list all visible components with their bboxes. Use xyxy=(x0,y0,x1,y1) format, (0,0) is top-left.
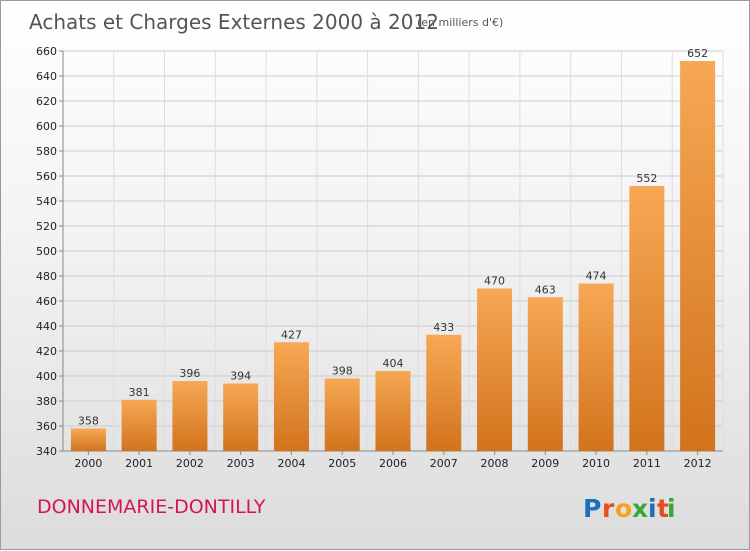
value-label-2010: 474 xyxy=(586,270,607,283)
y-tick-label: 560 xyxy=(36,170,57,183)
y-tick-label: 440 xyxy=(36,320,57,333)
bar-2011 xyxy=(629,186,665,451)
bar-2005 xyxy=(324,378,360,451)
y-tick-label: 500 xyxy=(36,245,57,258)
chart-subtitle: (en milliers d'€) xyxy=(417,16,503,29)
x-tick-label-2011: 2011 xyxy=(633,457,661,470)
x-tick-label-2000: 2000 xyxy=(74,457,102,470)
y-tick-label: 640 xyxy=(36,70,57,83)
y-tick-label: 480 xyxy=(36,270,57,283)
logo-letter: P xyxy=(583,494,601,523)
logo-letter: r xyxy=(602,494,615,523)
bar-2000 xyxy=(70,428,106,451)
x-tick-label-2002: 2002 xyxy=(176,457,204,470)
x-tick-label-2008: 2008 xyxy=(481,457,509,470)
bar-2012 xyxy=(680,61,716,451)
value-label-2005: 398 xyxy=(332,365,353,378)
bar-2003 xyxy=(223,383,259,451)
value-label-2004: 427 xyxy=(281,328,302,341)
x-tick-label-2005: 2005 xyxy=(328,457,356,470)
chart-title: Achats et Charges Externes 2000 à 2012 xyxy=(29,10,439,34)
y-tick-label: 540 xyxy=(36,195,57,208)
y-tick-label: 360 xyxy=(36,420,57,433)
commune-name: DONNEMARIE-DONTILLY xyxy=(37,496,266,518)
y-tick-label: 600 xyxy=(36,120,57,133)
x-tick-label-2009: 2009 xyxy=(531,457,559,470)
x-tick-label-2001: 2001 xyxy=(125,457,153,470)
value-label-2008: 470 xyxy=(484,275,505,288)
bar-2009 xyxy=(527,297,563,451)
y-tick-label: 520 xyxy=(36,220,57,233)
value-label-2009: 463 xyxy=(535,283,556,296)
x-tick-label-2004: 2004 xyxy=(277,457,305,470)
y-tick-label: 580 xyxy=(36,145,57,158)
value-label-2006: 404 xyxy=(383,357,404,370)
bar-2007 xyxy=(426,334,462,451)
logo-letter: i xyxy=(648,494,657,523)
x-tick-label-2007: 2007 xyxy=(430,457,458,470)
x-tick-label-2010: 2010 xyxy=(582,457,610,470)
value-label-2001: 381 xyxy=(129,386,150,399)
y-tick-label: 420 xyxy=(36,345,57,358)
y-tick-label: 400 xyxy=(36,370,57,383)
x-tick-label-2006: 2006 xyxy=(379,457,407,470)
value-label-2012: 652 xyxy=(687,47,708,60)
value-label-2000: 358 xyxy=(78,415,99,428)
bars: 358 381 396 394 427 398 404 433 470 463 474 552 652 xyxy=(70,47,716,451)
bar-2008 xyxy=(477,288,513,451)
logo-letter: i xyxy=(667,494,676,523)
y-tick-label: 460 xyxy=(36,295,57,308)
logo-letter: x xyxy=(632,494,648,523)
logo-letter: t xyxy=(657,494,669,523)
value-label-2002: 396 xyxy=(179,367,200,380)
y-tick-label: 340 xyxy=(36,445,57,458)
value-label-2003: 394 xyxy=(230,370,251,383)
y-tick-label: 620 xyxy=(36,95,57,108)
logo-letter: o xyxy=(615,494,632,523)
y-tick-label: 660 xyxy=(36,45,57,58)
value-label-2007: 433 xyxy=(433,321,454,334)
bar-2004 xyxy=(273,342,309,451)
bar-2002 xyxy=(172,381,208,451)
bar-2010 xyxy=(578,283,614,451)
bar-2006 xyxy=(375,371,411,451)
x-tick-label-2003: 2003 xyxy=(227,457,255,470)
bar-2001 xyxy=(121,399,157,451)
axes: 340 360 380 400 420 440 460 480 500 520 540 560 580 6… xyxy=(36,45,723,470)
y-tick-label: 380 xyxy=(36,395,57,408)
x-tick-label-2012: 2012 xyxy=(684,457,712,470)
value-label-2011: 552 xyxy=(636,172,657,185)
